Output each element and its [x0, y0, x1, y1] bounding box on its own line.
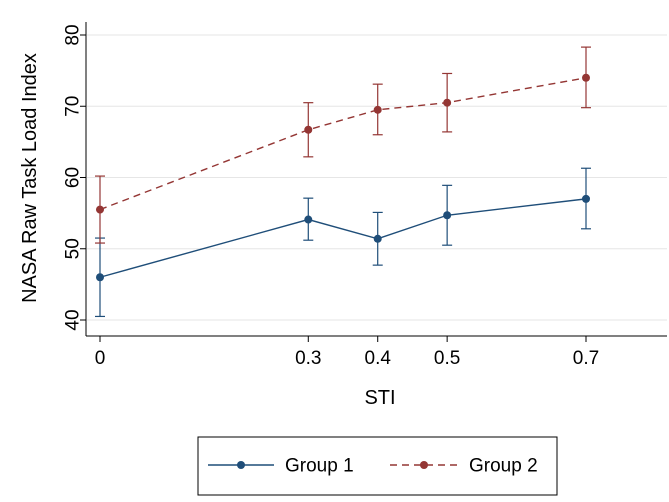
y-tick-label: 80	[63, 24, 84, 45]
legend-entries: Group 1 Group 2	[208, 456, 538, 477]
legend-marker	[237, 461, 245, 469]
x-tick-label: 0.7	[573, 348, 599, 369]
legend-item-2: Group 2	[390, 456, 538, 477]
y-tick-label: 50	[63, 238, 84, 259]
x-tick-label: 0.3	[295, 348, 321, 369]
legend-item-1: Group 1	[208, 456, 354, 477]
data-point	[96, 273, 104, 282]
y-axis-title: NASA Raw Task Load Index	[19, 53, 41, 303]
x-axis-title: STI	[364, 387, 395, 409]
legend-label: Group 1	[285, 456, 354, 477]
x-tick-label: 0.5	[434, 348, 460, 369]
legend-box	[197, 436, 558, 496]
legend: Group 1 Group 2	[197, 436, 558, 496]
data-point	[582, 194, 590, 203]
legend-label: Group 2	[469, 456, 538, 477]
data-point	[443, 98, 452, 107]
y-tick-label: 70	[63, 96, 84, 117]
legend-marker	[420, 461, 428, 469]
series-2	[95, 46, 591, 244]
data-point	[96, 205, 104, 214]
series	[95, 46, 591, 318]
data-point	[373, 234, 382, 243]
x-tick-label: 0	[95, 348, 106, 369]
data-point	[304, 215, 313, 224]
gridlines	[87, 34, 667, 321]
data-point	[304, 125, 313, 134]
series-line	[99, 77, 587, 211]
y-tick-label: 40	[63, 309, 84, 330]
axes	[85, 22, 667, 337]
y-tick-label: 60	[63, 167, 84, 188]
data-point	[443, 211, 452, 220]
data-point	[582, 73, 590, 82]
series-line	[99, 198, 587, 278]
series-1	[95, 167, 591, 318]
ticks: 40 50 60 70 80 0 0.3 0.4 0.5 0.7	[63, 24, 600, 369]
data-point	[373, 105, 382, 114]
x-tick-label: 0.4	[365, 348, 392, 369]
